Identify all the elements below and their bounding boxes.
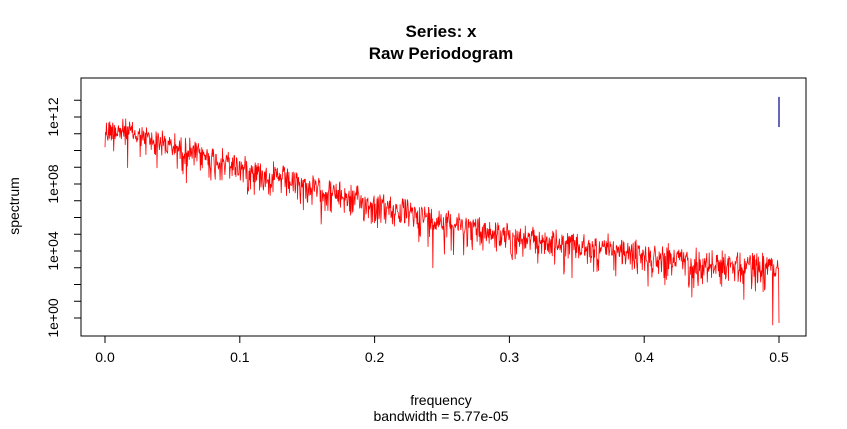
y-tick-label: 1e+04 <box>45 231 61 271</box>
y-tick-label: 1e+12 <box>45 97 61 137</box>
x-tick-label: 0.2 <box>365 349 385 365</box>
x-axis: 0.0 0.1 0.2 0.3 0.4 0.5 <box>95 335 789 365</box>
x-tick-label: 0.1 <box>230 349 250 365</box>
x-axis-label: frequency <box>410 392 471 408</box>
x-tick-label: 0.0 <box>95 349 115 365</box>
plot-frame <box>80 77 807 337</box>
x-tick-label: 0.4 <box>634 349 654 365</box>
spectrum-series-line <box>104 118 780 326</box>
chart-subtitle: Raw Periodogram <box>369 44 514 63</box>
chart-title: Series: x <box>406 22 477 41</box>
x-axis-sublabel: bandwidth = 5.77e-05 <box>373 408 508 424</box>
y-axis: 1e+00 1e+04 1e+08 1e+12 <box>45 97 82 338</box>
y-tick-label: 1e+08 <box>45 164 61 204</box>
x-tick-label: 0.5 <box>769 349 789 365</box>
x-tick-label: 0.3 <box>500 349 520 365</box>
series-layer <box>104 118 780 326</box>
y-tick-label: 1e+00 <box>45 298 61 338</box>
y-axis-label: spectrum <box>6 177 22 235</box>
